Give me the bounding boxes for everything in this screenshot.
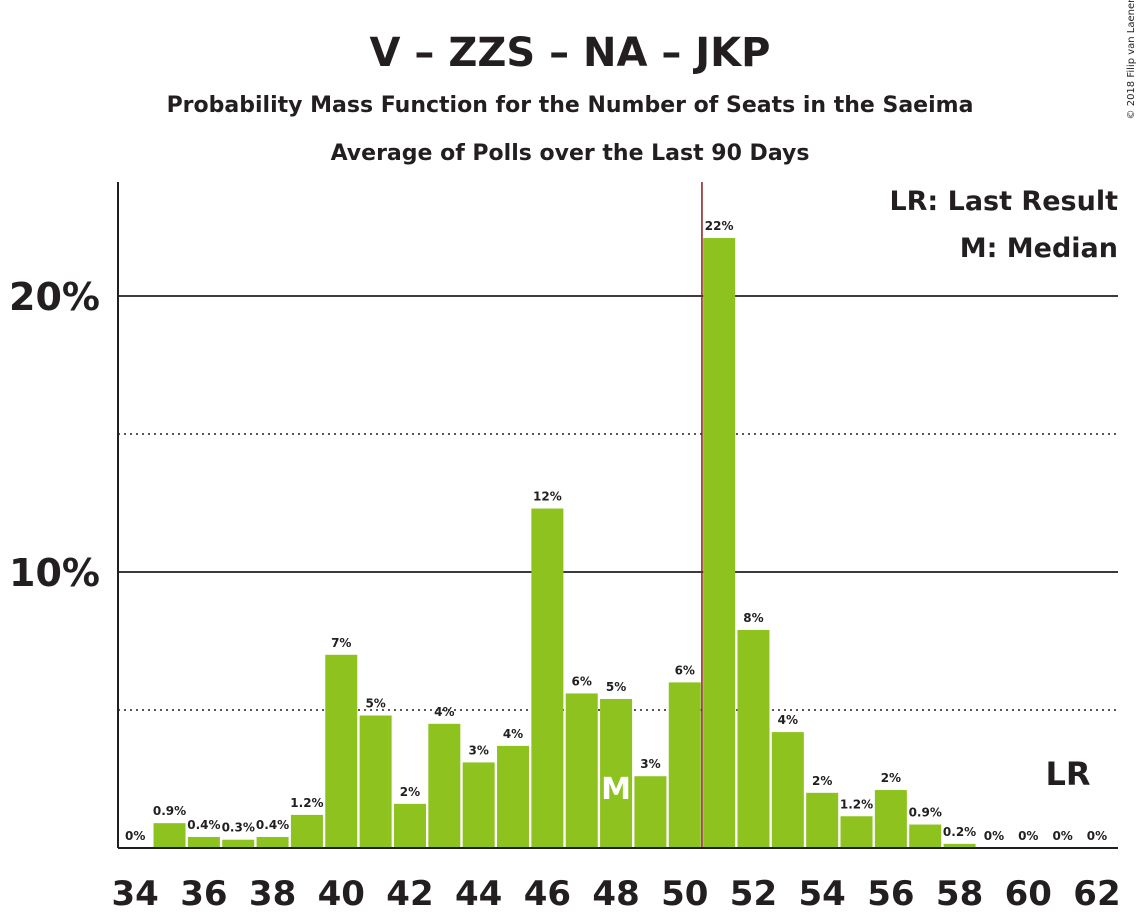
bar-label-46: 12% <box>533 490 562 504</box>
bar-label-52: 8% <box>743 611 763 625</box>
x-tick-label-40: 40 <box>318 874 365 914</box>
bar-label-35: 0.9% <box>153 804 186 818</box>
bar-39 <box>290 814 323 848</box>
bar-40 <box>325 654 358 848</box>
x-tick-label-60: 60 <box>1005 874 1052 914</box>
bar-label-47: 6% <box>572 674 592 688</box>
bar-label-37: 0.3% <box>222 821 255 835</box>
bar-36 <box>187 836 220 848</box>
bar-label-56: 2% <box>881 771 901 785</box>
median-marker: M <box>601 772 631 807</box>
bar-label-58: 0.2% <box>943 825 976 839</box>
last-result-marker: LR <box>1045 755 1090 793</box>
x-tick-label-62: 62 <box>1073 874 1120 914</box>
grid-lines <box>118 295 1118 711</box>
bar-43 <box>428 723 461 848</box>
bar-55 <box>840 816 873 848</box>
y-tick-labels: 10% 20% <box>9 275 100 595</box>
bar-48 <box>600 698 633 848</box>
bar-37 <box>222 839 255 848</box>
bar-46 <box>531 508 564 848</box>
bar-label-43: 4% <box>434 705 454 719</box>
x-tick-label-48: 48 <box>592 874 639 914</box>
bar-41 <box>359 715 392 848</box>
x-tick-label-58: 58 <box>936 874 983 914</box>
x-tick-label-56: 56 <box>867 874 914 914</box>
x-tick-label-38: 38 <box>249 874 296 914</box>
bar-label-60: 0% <box>1018 829 1038 843</box>
bar-label-42: 2% <box>400 785 420 799</box>
x-tick-labels: 34 36 38 40 42 44 46 48 50 52 54 56 58 60 62 <box>112 874 1121 914</box>
bar-label-53: 4% <box>778 713 798 727</box>
bar-label-61: 0% <box>1052 829 1072 843</box>
bar-label-62: 0% <box>1087 829 1107 843</box>
bar-51 <box>703 238 736 849</box>
bar-45 <box>497 745 530 848</box>
legend-median: M: Median <box>960 233 1118 264</box>
chart-subtitle: Probability Mass Function for the Number… <box>167 93 974 118</box>
bar-44 <box>462 762 495 848</box>
chart-subtitle-2: Average of Polls over the Last 90 Days <box>331 141 810 166</box>
bar-label-50: 6% <box>675 663 695 677</box>
bar-53 <box>771 732 804 848</box>
bar-label-51: 22% <box>705 219 734 233</box>
bar-56 <box>874 790 907 848</box>
bars <box>153 182 976 849</box>
y-tick-label-10: 10% <box>9 551 100 595</box>
bar-42 <box>393 803 426 848</box>
bar-label-41: 5% <box>365 697 385 711</box>
bar-label-40: 7% <box>331 636 351 650</box>
bar-label-48: 5% <box>606 680 626 694</box>
bar-52 <box>737 629 770 848</box>
bar-label-38: 0.4% <box>256 818 289 832</box>
bar-label-44: 3% <box>468 743 488 757</box>
x-tick-label-36: 36 <box>180 874 227 914</box>
bar-label-49: 3% <box>640 757 660 771</box>
bar-58 <box>943 843 976 848</box>
bar-label-59: 0% <box>984 829 1004 843</box>
bar-47 <box>565 693 598 848</box>
x-tick-label-50: 50 <box>661 874 708 914</box>
bar-49 <box>634 776 667 848</box>
legend-last-result: LR: Last Result <box>889 186 1118 217</box>
bar-38 <box>256 836 289 848</box>
chart-title: V – ZZS – NA – JKP <box>370 30 771 76</box>
x-tick-label-52: 52 <box>730 874 777 914</box>
y-tick-label-20: 20% <box>9 275 100 319</box>
bar-57 <box>909 824 942 848</box>
x-tick-label-44: 44 <box>455 874 502 914</box>
bar-50 <box>668 682 701 848</box>
bar-label-34: 0% <box>125 829 145 843</box>
x-tick-label-34: 34 <box>112 874 159 914</box>
bar-label-45: 4% <box>503 727 523 741</box>
bar-label-36: 0.4% <box>187 818 220 832</box>
bar-label-57: 0.9% <box>909 806 942 820</box>
bar-label-39: 1.2% <box>290 796 323 810</box>
copyright-text: © 2018 Filip van Laenen <box>1126 0 1137 119</box>
bar-labels: 0%0.9%0.4% 0.3% 0.4%1.2%7%5%2%4%3%4%12%6% 5… <box>125 219 1107 843</box>
bar-label-54: 2% <box>812 774 832 788</box>
bar-35 <box>153 823 186 848</box>
bar-54 <box>806 792 839 848</box>
x-tick-label-54: 54 <box>799 874 846 914</box>
bar-label-55: 1.2% <box>840 797 873 811</box>
x-tick-label-46: 46 <box>524 874 571 914</box>
x-tick-label-42: 42 <box>386 874 433 914</box>
